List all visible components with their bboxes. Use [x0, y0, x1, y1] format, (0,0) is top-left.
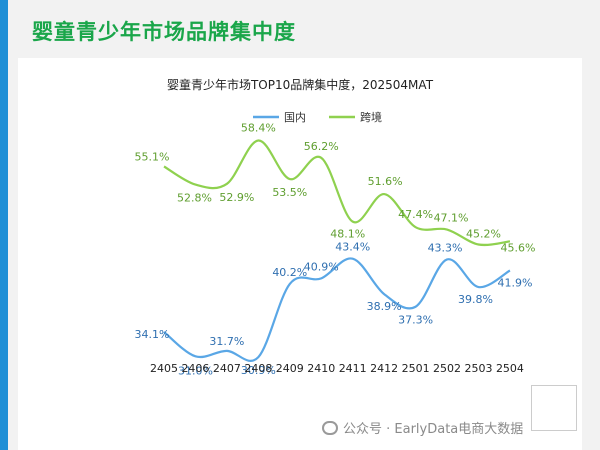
data-label-1-8: 47.4% [398, 208, 433, 221]
data-label-1-0: 55.1% [135, 150, 170, 163]
data-label-1-7: 51.6% [368, 175, 403, 188]
x-tick-2406: 2406 [181, 362, 209, 375]
data-label-0-9: 43.3% [428, 241, 463, 254]
page-title: 婴童青少年市场品牌集中度 [32, 20, 296, 44]
data-label-0-7: 38.9% [367, 300, 402, 313]
data-label-0-1: 31.0% [178, 364, 213, 377]
x-tick-2408: 2408 [244, 362, 272, 375]
data-label-0-11: 41.9% [497, 276, 532, 289]
data-label-1-5: 56.2% [304, 140, 339, 153]
legend-label-0: 国内 [284, 110, 306, 124]
legend: 国内 跨境 [253, 110, 382, 124]
chart-card [18, 58, 582, 450]
x-tick-2503: 2503 [465, 362, 493, 375]
data-label-0-5: 40.9% [304, 260, 339, 273]
series-line-1 [163, 139, 511, 247]
data-label-0-10: 39.8% [458, 293, 493, 306]
x-tick-2411: 2411 [339, 362, 367, 375]
x-axis-ticks: 2405 2406 2407 2408 2409 2410 2411 2412 2501 2502… [150, 362, 524, 375]
data-label-1-1: 52.8% [177, 192, 212, 205]
data-label-1-2: 52.9% [219, 191, 254, 204]
data-label-0-3: 30.9% [241, 364, 276, 377]
series-line-0 [163, 257, 511, 362]
data-label-0-4: 40.2% [272, 266, 307, 279]
data-label-0-0: 34.1% [135, 328, 170, 341]
watermark-text: 公众号 · EarlyData电商大数据 [343, 422, 524, 437]
x-tick-2412: 2412 [370, 362, 398, 375]
data-label-1-11: 45.6% [500, 241, 535, 254]
chart-title: 婴童青少年市场TOP10品牌集中度，202504MAT [166, 78, 434, 92]
accent-sidebar [0, 0, 8, 450]
data-label-1-4: 53.5% [272, 186, 307, 199]
data-label-0-8: 37.3% [398, 314, 433, 327]
data-label-1-6: 48.1% [330, 228, 365, 241]
x-tick-2407: 2407 [213, 362, 241, 375]
watermark: 公众号 · EarlyData电商大数据 [322, 418, 523, 437]
qr-code-image [531, 385, 577, 431]
data-label-1-10: 45.2% [466, 227, 501, 240]
data-label-1-3: 58.4% [241, 121, 276, 134]
data-label-0-6: 43.4% [335, 241, 370, 254]
x-tick-2409: 2409 [276, 362, 304, 375]
data-label-1-9: 47.1% [434, 212, 469, 225]
x-tick-2501: 2501 [402, 362, 430, 375]
data-labels: 34.1% 31.0% 31.7% 30.9% 40.2%40.9% 43.4% 38.9%… [135, 121, 536, 377]
x-tick-2405: 2405 [150, 362, 178, 375]
x-tick-2410: 2410 [307, 362, 335, 375]
x-tick-2502: 2502 [433, 362, 461, 375]
data-label-0-2: 31.7% [209, 335, 244, 348]
legend-label-1: 跨境 [360, 110, 382, 124]
chart-lines [163, 139, 511, 362]
x-tick-2504: 2504 [496, 362, 524, 375]
wechat-icon [322, 420, 338, 435]
